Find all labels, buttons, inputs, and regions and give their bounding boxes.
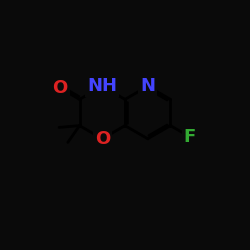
- Text: O: O: [52, 79, 68, 97]
- Text: O: O: [95, 130, 110, 148]
- Text: NH: NH: [87, 77, 117, 95]
- Text: F: F: [184, 128, 196, 146]
- Text: N: N: [140, 77, 155, 95]
